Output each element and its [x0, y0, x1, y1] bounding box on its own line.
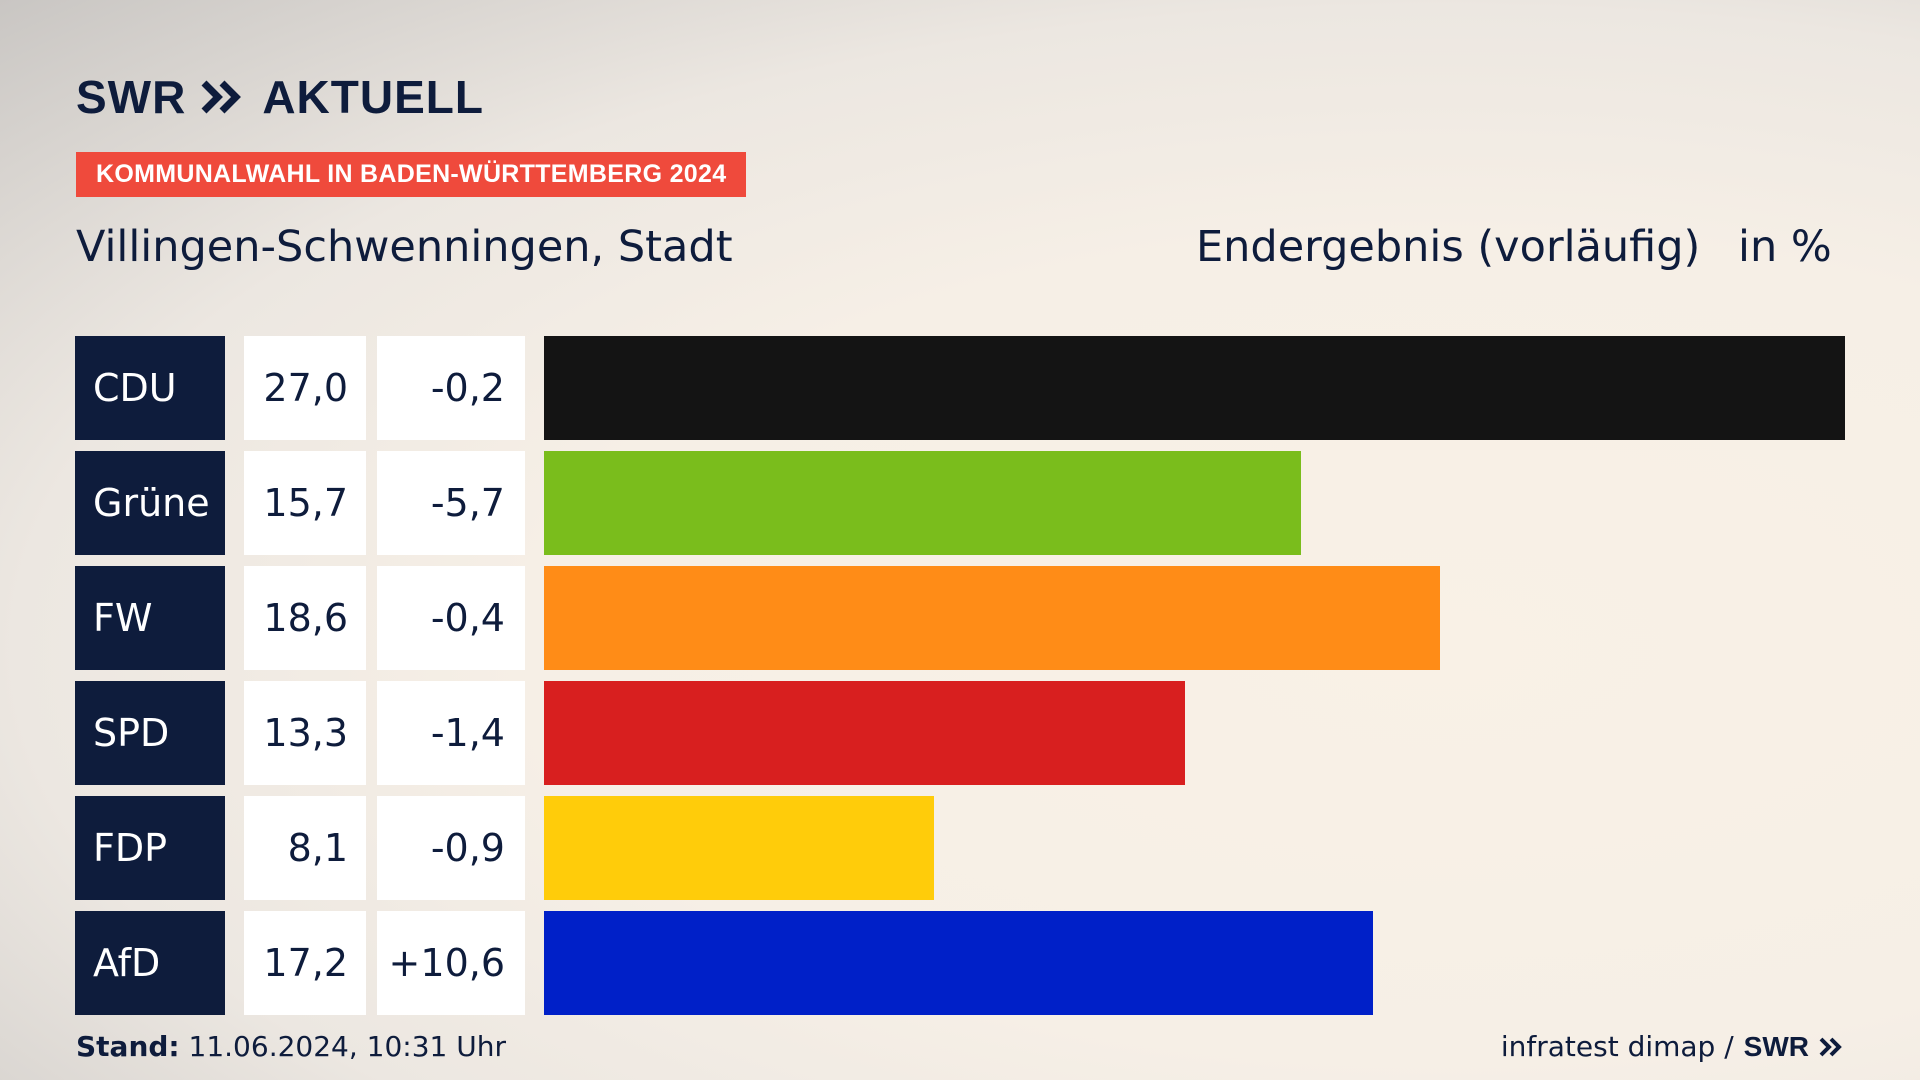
stand-label: Stand:: [76, 1030, 180, 1063]
party-label: Grüne: [75, 451, 225, 555]
bar-afd: [544, 911, 1373, 1015]
footer-source: infratest dimap / SWR: [1501, 1030, 1845, 1063]
change-label: -0,2: [377, 336, 525, 440]
party-row: CDU 27,0 -0,2: [0, 336, 1920, 440]
party-label: AfD: [75, 911, 225, 1015]
footer-double-chevron-icon: [1819, 1037, 1842, 1056]
change-label: -0,9: [377, 796, 525, 900]
party-row: AfD 17,2 +10,6: [0, 911, 1920, 1015]
party-row: SPD 13,3 -1,4: [0, 681, 1920, 785]
bar-fw: [544, 566, 1440, 670]
place-title: Villingen-Schwenningen, Stadt: [76, 222, 733, 272]
logo-aktuell-text: AKTUELL: [262, 71, 484, 123]
change-label: +10,6: [377, 911, 525, 1015]
footer-swr-text: SWR: [1743, 1030, 1809, 1062]
source-text: infratest dimap /: [1500, 1030, 1734, 1063]
footer-stand: Stand: 11.06.2024, 10:31 Uhr: [76, 1030, 506, 1063]
bar-cdu: [544, 336, 1845, 440]
party-label: CDU: [75, 336, 225, 440]
vote-share-label: 13,3: [244, 681, 366, 785]
change-label: -0,4: [377, 566, 525, 670]
stand-value: 11.06.2024, 10:31 Uhr: [188, 1030, 506, 1063]
vote-share-label: 18,6: [244, 566, 366, 670]
vote-share-label: 15,7: [244, 451, 366, 555]
unit-label: in %: [1738, 222, 1832, 272]
party-row: FW 18,6 -0,4: [0, 566, 1920, 670]
party-label: SPD: [75, 681, 225, 785]
bar-fdp: [544, 796, 934, 900]
party-label: FW: [75, 566, 225, 670]
logo-swr-text: SWR: [76, 71, 187, 123]
change-label: -1,4: [377, 681, 525, 785]
vote-share-label: 8,1: [244, 796, 366, 900]
result-status-label: Endergebnis (vorläufig): [1196, 222, 1701, 272]
bar-gr-ne: [544, 451, 1301, 555]
double-chevron-icon: [201, 80, 242, 114]
party-row: FDP 8,1 -0,9: [0, 796, 1920, 900]
party-label: FDP: [75, 796, 225, 900]
swr-aktuell-logo: SWR AKTUELL: [76, 70, 484, 124]
vote-share-label: 17,2: [244, 911, 366, 1015]
election-badge: KOMMUNALWAHL IN BADEN-WÜRTTEMBERG 2024: [76, 152, 747, 197]
party-row: Grüne 15,7 -5,7: [0, 451, 1920, 555]
bar-spd: [544, 681, 1185, 785]
vote-share-label: 27,0: [244, 336, 366, 440]
change-label: -5,7: [377, 451, 525, 555]
